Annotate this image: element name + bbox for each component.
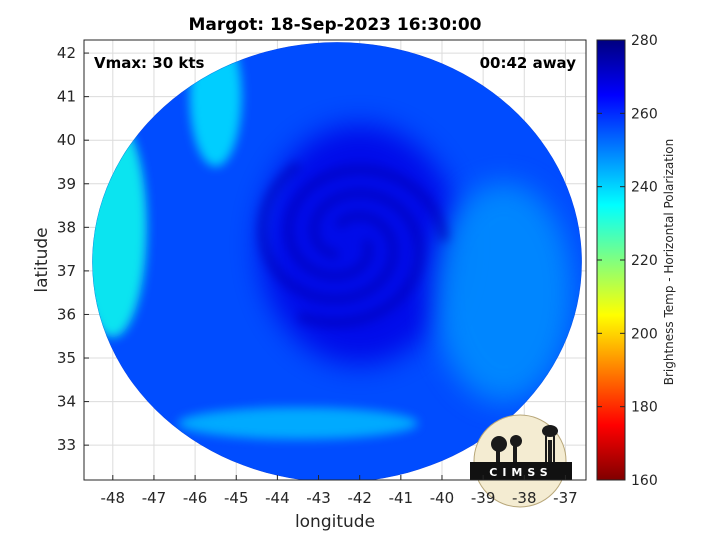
colorbar-tick-label: 260 <box>631 106 658 122</box>
rainband <box>257 160 399 305</box>
x-tick-label: -48 <box>101 489 126 507</box>
y-tick-label: 38 <box>57 218 76 236</box>
colorbar-tick-label: 180 <box>631 400 658 416</box>
x-tick-label: -39 <box>471 489 496 507</box>
colorbar-ticks: 160 180 200 220 240 260 280 <box>597 33 658 489</box>
logo-banner <box>470 462 572 480</box>
water-tower-icon <box>542 425 558 437</box>
y-tick-label: 41 <box>57 88 76 106</box>
colorbar-tick-label: 220 <box>631 253 658 269</box>
vmax-annotation: Vmax: 30 kts <box>94 54 204 72</box>
colorbar-label: Brightness Temp - Horizontal Polarizatio… <box>662 139 676 386</box>
tower-leg <box>553 436 555 462</box>
colorbar-tick-label: 280 <box>631 33 658 49</box>
rainband <box>283 164 450 282</box>
dish-mast <box>513 445 517 462</box>
x-tick-label: -44 <box>265 489 290 507</box>
x-tick-label: -45 <box>224 489 249 507</box>
spiral-bands <box>257 160 450 328</box>
time-away-annotation: 00:42 away <box>480 54 577 72</box>
y-tick-label: 35 <box>57 349 76 367</box>
satellite-dish-icon <box>491 436 507 452</box>
x-axis-label: longitude <box>295 512 375 532</box>
tower-leg <box>548 440 552 462</box>
x-tick-label: -46 <box>183 489 208 507</box>
x-tick-label: -43 <box>306 489 331 507</box>
y-tick-label: 37 <box>57 262 76 280</box>
x-tick-label: -42 <box>347 489 372 507</box>
tower-leg <box>545 436 547 462</box>
x-tick-label: -40 <box>430 489 455 507</box>
x-tick-label: -41 <box>389 489 414 507</box>
y-tick-label: 34 <box>57 393 76 411</box>
y-tick-label: 39 <box>57 175 76 193</box>
satellite-dish-icon <box>510 435 522 447</box>
logo-text: CIMSS <box>489 466 552 479</box>
colorbar-tick-label: 160 <box>631 473 658 489</box>
colorbar-tick-label: 240 <box>631 180 658 196</box>
plot-frame <box>83 39 587 481</box>
y-tick-label: 42 <box>57 44 76 62</box>
rainband <box>297 188 425 328</box>
x-tick-label: -38 <box>512 489 537 507</box>
cimss-logo: CIMSS <box>470 414 572 508</box>
axis-ticks: -48 -47 -46 -45 -44 -43 -42 -41 -40 -39 -38 -37 33 34… <box>57 44 578 507</box>
y-tick-label: 40 <box>57 131 76 149</box>
y-tick-label: 36 <box>57 305 76 323</box>
x-tick-label: -47 <box>142 489 167 507</box>
y-tick-label: 33 <box>57 436 76 454</box>
colorbar-tick-label: 200 <box>631 326 658 342</box>
x-tick-label: -37 <box>553 489 578 507</box>
field-region <box>433 182 574 403</box>
field-region <box>177 407 418 440</box>
dish-mast <box>496 448 500 462</box>
y-axis-label: latitude <box>32 227 52 292</box>
chart-title: Margot: 18-Sep-2023 16:30:00 <box>189 15 482 35</box>
